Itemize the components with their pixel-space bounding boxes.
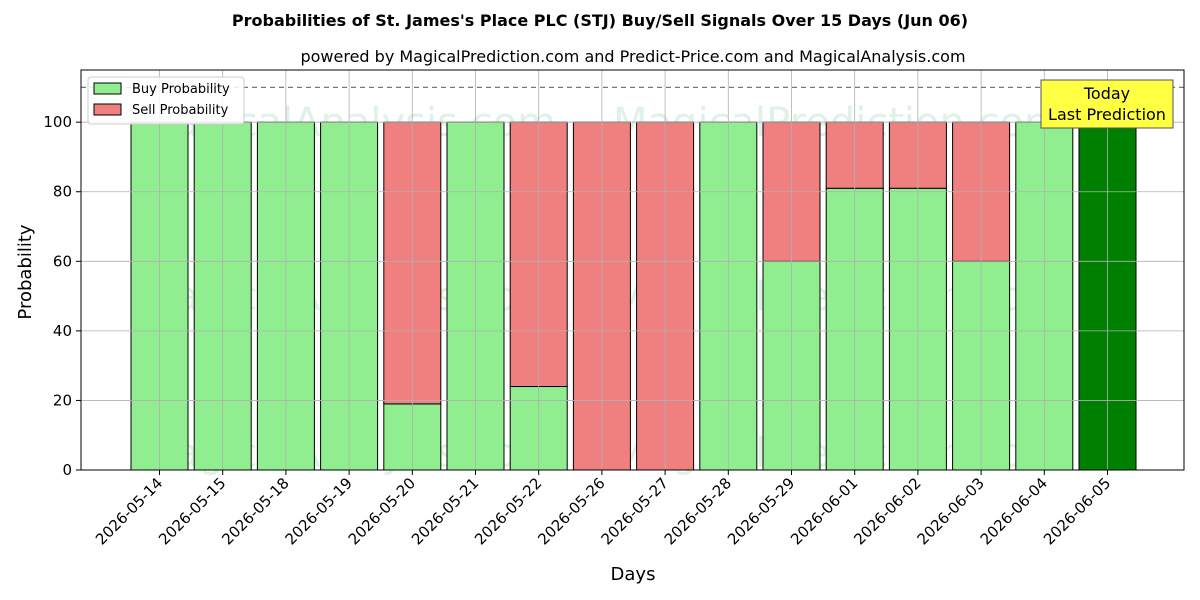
x-tick-label: 2026-05-29 [724, 474, 798, 548]
x-tick-label: 2026-06-04 [977, 474, 1051, 548]
x-tick-label: 2026-05-19 [282, 474, 356, 548]
x-axis-label: Days [611, 564, 656, 585]
x-tick-label: 2026-05-27 [598, 474, 672, 548]
x-tick-label: 2026-05-28 [661, 474, 735, 548]
y-tick-label: 80 [53, 183, 72, 201]
x-tick-label: 2026-05-22 [471, 474, 545, 548]
x-tick-label: 2026-05-26 [534, 474, 608, 548]
legend-swatch [93, 82, 122, 95]
y-tick-label: 40 [53, 322, 72, 340]
legend-label: Sell Probability [132, 103, 229, 118]
today-annotation-box [1040, 79, 1174, 129]
legend-swatch [93, 103, 122, 116]
y-tick-label: 0 [62, 461, 72, 479]
x-tick-label: 2026-06-02 [850, 474, 924, 548]
chart-subtitle: powered by MagicalPrediction.com and Pre… [300, 47, 965, 66]
x-tick-label: 2026-06-03 [914, 474, 988, 548]
today-annotation-text: Today [1083, 84, 1130, 103]
x-tick-label: 2026-06-05 [1040, 474, 1114, 548]
plot-area: MagicalAnalysis.comMagicalPrediction.com… [43, 69, 1185, 548]
y-axis-label: Probability [15, 224, 36, 319]
y-tick-label: 100 [43, 113, 72, 131]
legend-label: Buy Probability [132, 82, 230, 97]
x-tick-label: 2026-05-20 [345, 474, 419, 548]
legend-box [87, 76, 245, 125]
x-tick-label: 2026-05-15 [155, 474, 229, 548]
plot-frame [80, 69, 1185, 471]
x-tick-label: 2026-06-01 [787, 474, 861, 548]
x-tick-label: 2026-05-18 [218, 474, 292, 548]
today-annotation-text: Last Prediction [1048, 105, 1166, 124]
y-tick-label: 60 [53, 252, 72, 270]
y-tick-label: 20 [53, 391, 72, 409]
x-tick-label: 2026-05-21 [408, 474, 482, 548]
chart-title: Probabilities of St. James's Place PLC (… [232, 11, 968, 30]
x-tick-label: 2026-05-14 [92, 474, 166, 548]
